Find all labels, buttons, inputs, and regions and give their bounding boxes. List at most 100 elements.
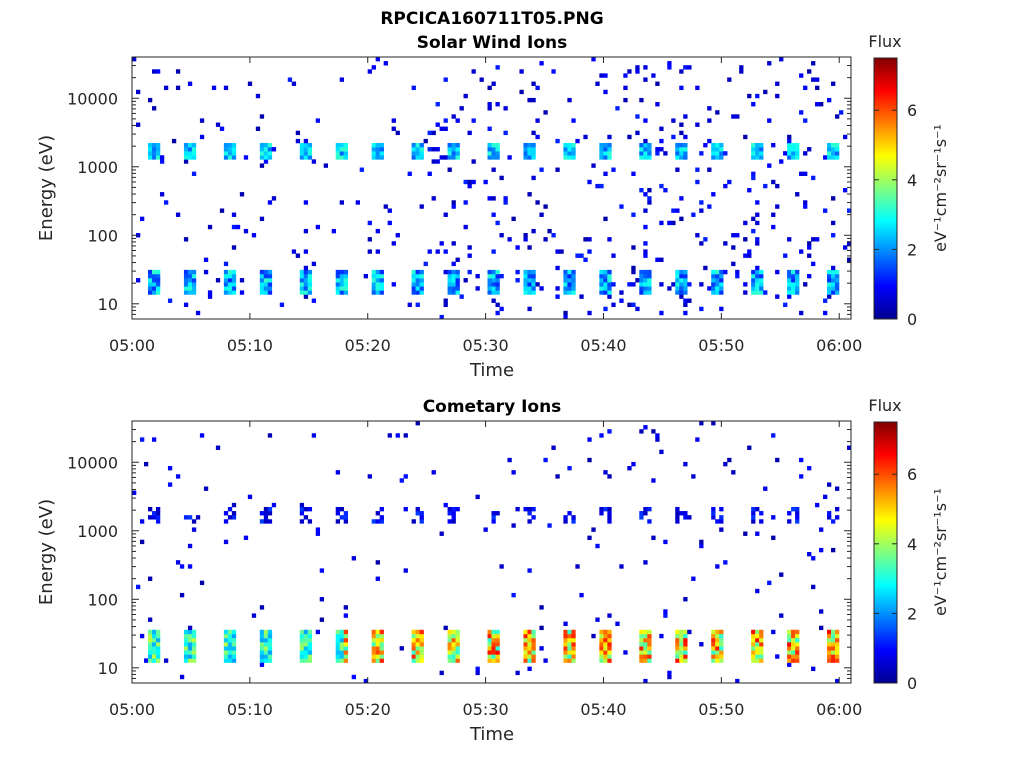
heatmap-cell	[307, 142, 313, 148]
heatmap-cell	[451, 646, 456, 651]
heatmap-cell	[747, 253, 752, 258]
heatmap-cell	[303, 629, 309, 635]
heatmap-cell	[703, 142, 708, 148]
heatmap-cell	[471, 179, 476, 185]
heatmap-cell	[567, 642, 572, 647]
heatmap-cell	[487, 290, 492, 295]
heatmap-cell	[451, 155, 456, 160]
heatmap-cell	[751, 155, 756, 160]
heatmap-cell	[527, 192, 532, 197]
heatmap-cell	[203, 269, 209, 275]
heatmap-cell	[303, 633, 309, 639]
heatmap-cell	[607, 429, 612, 434]
heatmap-cell	[343, 658, 348, 663]
heatmap-cell	[431, 147, 436, 152]
heatmap-cell	[259, 629, 265, 635]
heatmap-cell	[135, 89, 141, 95]
heatmap-cell	[715, 142, 720, 148]
heatmap-cell	[403, 433, 408, 438]
heatmap-cell	[639, 629, 644, 635]
heatmap-cell	[307, 290, 313, 295]
heatmap-cell	[631, 282, 636, 287]
heatmap-cell	[643, 65, 648, 70]
cometary-x-axis-label: Time	[469, 724, 514, 745]
heatmap-cell	[523, 155, 528, 160]
heatmap-cell	[263, 269, 269, 275]
heatmap-cell	[527, 290, 532, 295]
heatmap-cell	[371, 290, 376, 295]
heatmap-cell	[539, 212, 544, 217]
heatmap-cell	[147, 642, 153, 647]
heatmap-cell	[155, 650, 161, 655]
heatmap-cell	[743, 253, 748, 258]
heatmap-cell	[527, 142, 532, 148]
heatmap-cell	[679, 290, 684, 295]
heatmap-cell	[299, 511, 305, 516]
heatmap-cell	[759, 646, 764, 651]
heatmap-cell	[227, 633, 233, 639]
heatmap-cell	[343, 654, 348, 659]
heatmap-cell	[795, 147, 800, 152]
heatmap-cell	[259, 286, 265, 291]
x-tick-label: 05:00	[109, 700, 155, 719]
heatmap-cell	[843, 134, 848, 140]
heatmap-cell	[679, 269, 684, 275]
heatmap-cell	[643, 224, 648, 230]
heatmap-cell	[379, 629, 384, 635]
heatmap-cell	[539, 605, 544, 610]
heatmap-cell	[335, 637, 341, 643]
heatmap-cell	[479, 77, 484, 82]
heatmap-cell	[307, 155, 313, 160]
heatmap-cell	[735, 273, 740, 279]
heatmap-cell	[679, 196, 684, 201]
heatmap-cell	[495, 633, 500, 639]
heatmap-cell	[599, 506, 604, 512]
heatmap-cell	[183, 147, 189, 152]
heatmap-cell	[363, 678, 368, 684]
heatmap-cell	[527, 568, 532, 573]
heatmap-cell	[259, 151, 265, 156]
heatmap-cell	[783, 151, 788, 156]
heatmap-cell	[835, 633, 840, 639]
heatmap-cell	[371, 650, 376, 655]
heatmap-cell	[227, 650, 233, 655]
heatmap-cell	[419, 273, 424, 279]
heatmap-cell	[711, 637, 716, 643]
heatmap-cell	[567, 278, 572, 283]
heatmap-cell	[639, 286, 644, 291]
heatmap-cell	[683, 515, 688, 520]
heatmap-cell	[523, 151, 528, 156]
heatmap-cell	[787, 646, 792, 651]
heatmap-cell	[227, 506, 233, 512]
heatmap-cell	[491, 155, 496, 160]
heatmap-cell	[587, 237, 592, 242]
heatmap-cell	[563, 147, 568, 152]
heatmap-cell	[231, 658, 237, 663]
heatmap-cell	[571, 278, 576, 283]
heatmap-cell	[299, 273, 305, 279]
heatmap-cell	[147, 147, 153, 152]
heatmap-cell	[455, 637, 460, 643]
heatmap-cell	[775, 204, 780, 209]
heatmap-cell	[759, 642, 764, 647]
heatmap-cell	[675, 646, 680, 651]
heatmap-cell	[263, 642, 269, 647]
heatmap-cell	[339, 77, 344, 82]
heatmap-cell	[371, 65, 376, 70]
heatmap-cell	[811, 175, 816, 181]
heatmap-cell	[491, 167, 496, 172]
heatmap-cell	[583, 134, 588, 140]
heatmap-cell	[147, 290, 153, 295]
heatmap-cell	[147, 637, 153, 643]
heatmap-cell	[835, 155, 840, 160]
heatmap-cell	[267, 658, 273, 663]
heatmap-cell	[795, 278, 800, 283]
heatmap-cell	[475, 494, 480, 500]
heatmap-cell	[343, 286, 348, 291]
heatmap-cell	[183, 155, 189, 160]
heatmap-cell	[151, 637, 157, 643]
heatmap-cell	[147, 97, 153, 103]
heatmap-cell	[715, 269, 720, 275]
heatmap-cell	[411, 147, 416, 152]
x-tick-label: 05:20	[345, 336, 391, 355]
